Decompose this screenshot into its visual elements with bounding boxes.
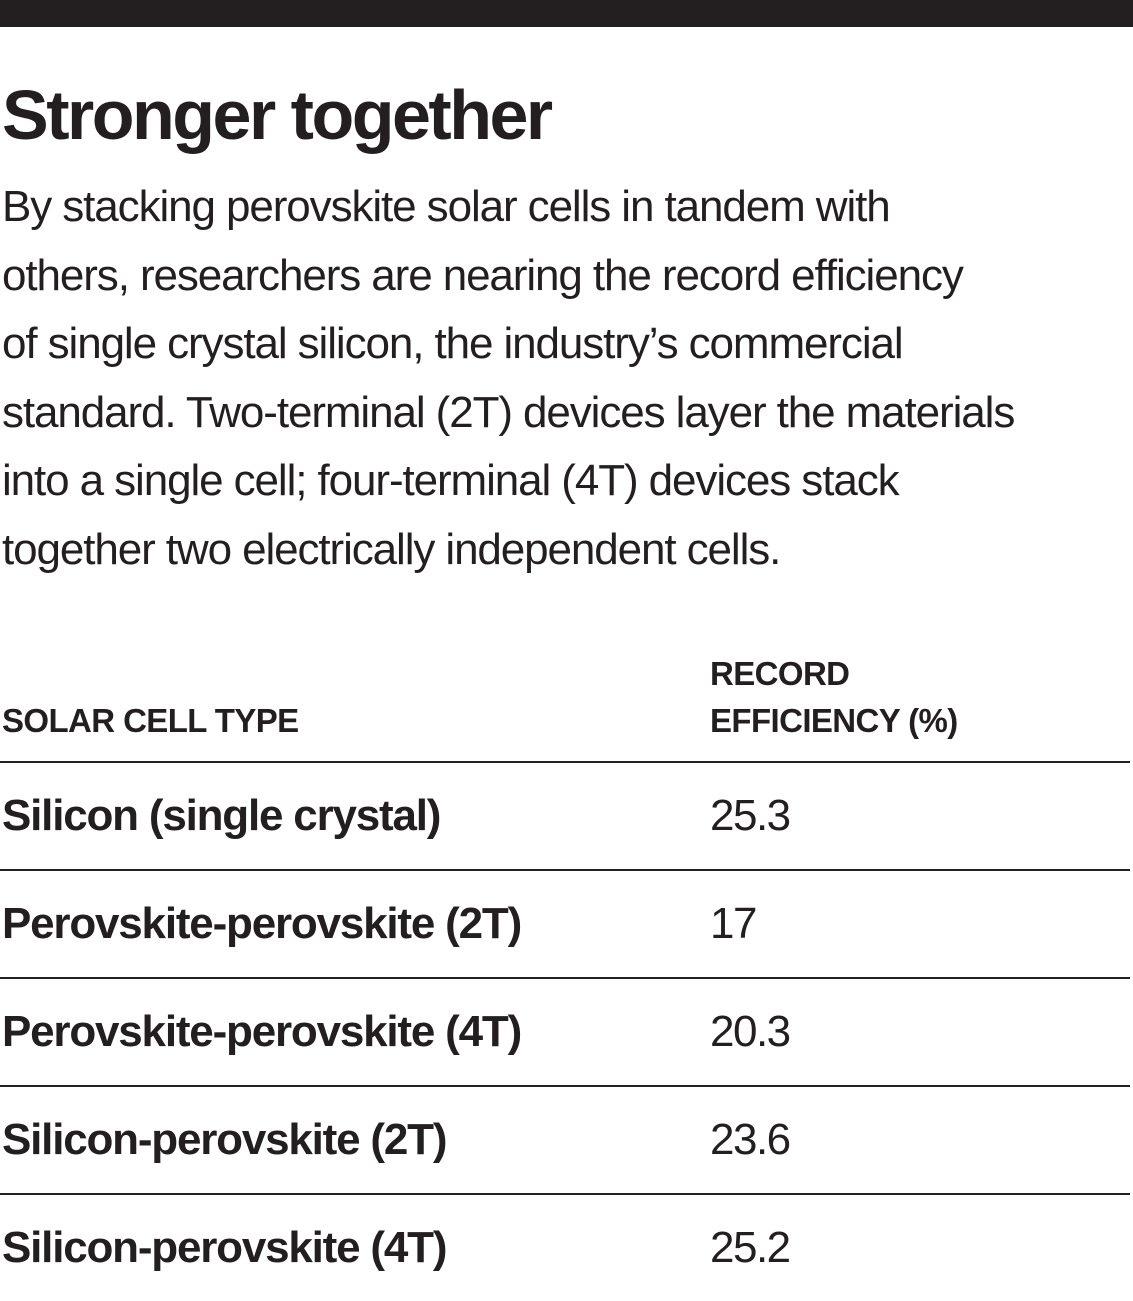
column-header-efficiency: RECORD EFFICIENCY (%)	[710, 650, 958, 744]
cell-solar-cell-type: Silicon (single crystal)	[2, 791, 441, 840]
chart-title: Stronger together	[2, 76, 553, 154]
cell-record-efficiency: 17	[710, 899, 757, 948]
column-header-efficiency-line: RECORD	[710, 655, 850, 692]
cell-solar-cell-type: Perovskite-perovskite (4T)	[2, 1007, 522, 1056]
column-header-type: SOLAR CELL TYPE	[2, 702, 299, 739]
cell-solar-cell-type: Silicon-perovskite (4T)	[2, 1223, 447, 1272]
subtitle-line: By stacking perovskite solar cells in ta…	[2, 182, 891, 231]
subtitle-line: into a single cell; four-terminal (4T) d…	[2, 456, 900, 505]
table-row: Perovskite-perovskite (4T) 20.3	[0, 977, 1130, 1085]
column-header-efficiency-line: EFFICIENCY (%)	[710, 702, 958, 739]
table-row: Silicon (single crystal) 25.3	[0, 761, 1130, 869]
subtitle-line: of single crystal silicon, the industry’…	[2, 319, 904, 368]
chart-subtitle: By stacking perovskite solar cells in ta…	[2, 173, 1133, 584]
subtitle-line: standard. Two-terminal (2T) devices laye…	[2, 387, 1015, 437]
cell-record-efficiency: 20.3	[710, 1007, 791, 1056]
table-row: Silicon-perovskite (4T) 25.2	[0, 1193, 1130, 1301]
subtitle-line: others, researchers are nearing the reco…	[2, 250, 964, 300]
cell-solar-cell-type: Silicon-perovskite (2T)	[2, 1115, 447, 1164]
subtitle-line: together two electrically independent ce…	[2, 524, 781, 574]
cell-record-efficiency: 25.3	[710, 791, 791, 840]
table-body: Silicon (single crystal) 25.3 Perovskite-p…	[0, 761, 1130, 1301]
cell-record-efficiency: 25.2	[710, 1223, 791, 1272]
table-row: Silicon-perovskite (2T) 23.6	[0, 1085, 1130, 1193]
table-row: Perovskite-perovskite (2T) 17	[0, 869, 1130, 977]
top-rule	[0, 0, 1133, 27]
cell-record-efficiency: 23.6	[710, 1115, 791, 1164]
cell-solar-cell-type: Perovskite-perovskite (2T)	[2, 899, 522, 948]
